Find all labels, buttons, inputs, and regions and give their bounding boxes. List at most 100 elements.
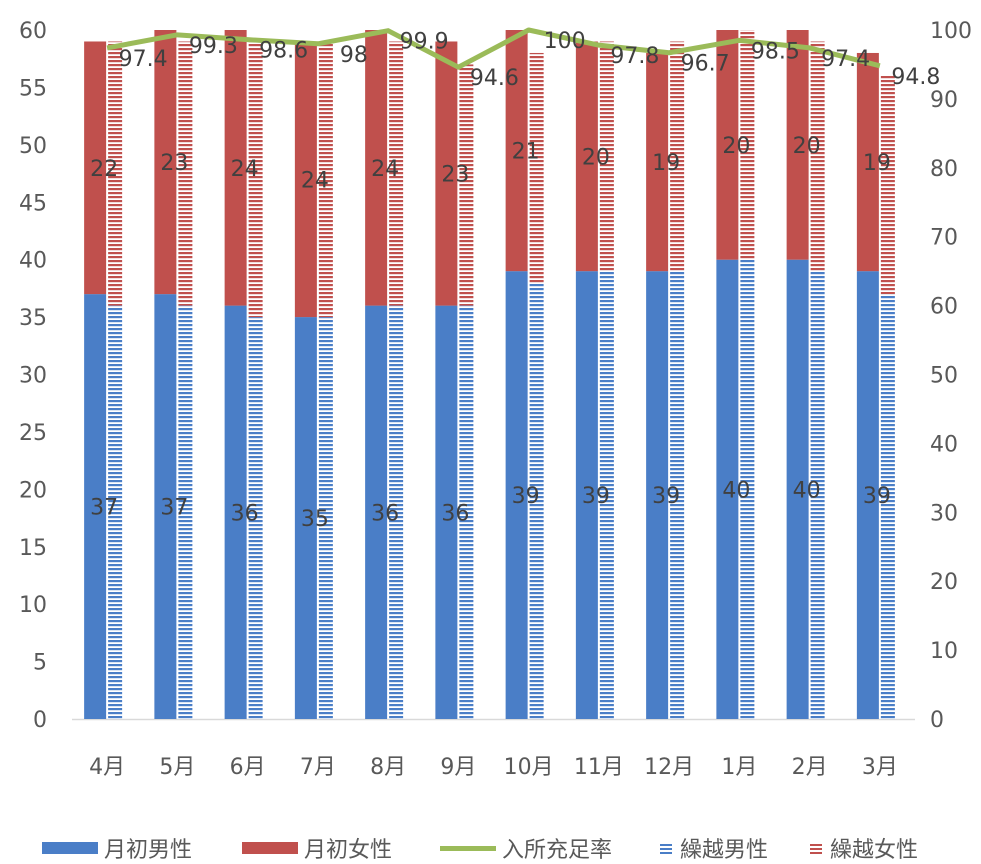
chart: 0 5 10 15 20 25 30 35 40 45 50 55 60 0 10 20 30 40 50 60 70 8… xyxy=(19,19,972,780)
bar-month-start-female xyxy=(505,30,528,272)
y-left-tick-label: 40 xyxy=(19,249,47,274)
data-label-male: 35 xyxy=(301,507,329,532)
bar-carryover-male xyxy=(529,282,544,719)
data-label-male: 39 xyxy=(652,484,680,509)
axes: 0 5 10 15 20 25 30 35 40 45 50 55 60 0 10 20 30 40 50 60 70 8… xyxy=(19,19,972,780)
x-tick-label: 9月 xyxy=(440,755,476,780)
data-label-female: 23 xyxy=(160,151,188,176)
y-right-tick-label: 90 xyxy=(930,88,958,113)
data-label-female: 21 xyxy=(512,140,540,165)
data-label-male: 36 xyxy=(231,501,259,526)
y-right-tick-label: 80 xyxy=(930,157,958,182)
data-label-female: 20 xyxy=(582,145,610,170)
bar-month-start-male xyxy=(365,305,388,719)
bar-month-start-female xyxy=(154,30,177,295)
bar-carryover-male xyxy=(599,271,614,719)
bar-month-start-male xyxy=(435,305,458,719)
bar-month-start-female xyxy=(224,30,247,306)
bar-month-start-male xyxy=(505,271,528,719)
data-label-male: 37 xyxy=(90,496,118,521)
bar-month-start-male xyxy=(84,294,107,719)
x-tick-label: 5月 xyxy=(159,755,195,780)
legend-item-month-start-female: 月初女性 xyxy=(242,832,392,864)
bar-month-start-male xyxy=(224,305,247,719)
legend-label: 月初女性 xyxy=(304,838,393,863)
bar-month-start-female xyxy=(84,41,107,295)
bar-carryover-male xyxy=(670,271,685,719)
legend-label: 入所充足率 xyxy=(502,838,613,863)
bar-carryover-male xyxy=(248,317,263,719)
legend-swatch-red xyxy=(242,842,298,854)
bar-carryover-female xyxy=(459,64,474,306)
data-label-female: 24 xyxy=(371,157,399,182)
legend-label: 繰越女性 xyxy=(830,838,919,863)
bar-month-start-female xyxy=(786,30,809,260)
data-label-female: 24 xyxy=(231,157,259,182)
data-label-male: 37 xyxy=(160,496,188,521)
x-tick-label: 10月 xyxy=(504,755,554,780)
bar-carryover-female xyxy=(529,52,544,283)
legend-swatch-hatch-blue xyxy=(660,842,672,854)
data-label-male: 39 xyxy=(582,484,610,509)
data-label-fill-rate: 94.8 xyxy=(891,65,940,90)
data-labels: 37 22 37 23 36 24 35 24 36 24 36 23 39 21 39 20 39 19 40 20… xyxy=(90,29,940,532)
data-label-female: 23 xyxy=(441,163,469,188)
x-tick-label: 4月 xyxy=(89,755,125,780)
legend-item-month-start-male: 月初男性 xyxy=(42,832,192,864)
y-left-tick-label: 15 xyxy=(19,536,47,561)
y-left-tick-label: 35 xyxy=(19,306,47,331)
bar-carryover-male xyxy=(389,305,404,719)
bar-carryover-female xyxy=(599,41,614,272)
data-label-female: 24 xyxy=(301,168,329,193)
y-left-tick-label: 30 xyxy=(19,364,47,389)
x-tick-label: 3月 xyxy=(862,755,898,780)
y-left-tick-label: 25 xyxy=(19,421,47,446)
legend-item-fill-rate: 入所充足率 xyxy=(440,832,612,864)
data-label-male: 40 xyxy=(722,478,750,503)
data-label-fill-rate: 97.4 xyxy=(119,47,168,72)
data-label-fill-rate: 99.9 xyxy=(400,30,449,55)
bar-carryover-male xyxy=(880,294,895,719)
y-right-tick-label: 20 xyxy=(930,570,958,595)
legend: 月初男性 月初女性 入所充足率 繰越男性 繰越女性 xyxy=(0,830,981,864)
legend-item-carryover-male: 繰越男性 xyxy=(660,832,768,864)
bar-month-start-female xyxy=(856,52,879,272)
x-tick-label: 11月 xyxy=(574,755,624,780)
data-label-fill-rate: 97.4 xyxy=(821,47,870,72)
y-right-tick-label: 100 xyxy=(930,19,972,44)
y-right-tick-label: 10 xyxy=(930,639,958,664)
bar-carryover-male xyxy=(459,305,474,719)
data-label-fill-rate: 100 xyxy=(544,29,586,54)
legend-swatch-blue xyxy=(42,842,98,854)
y-left-tick-label: 0 xyxy=(33,708,47,733)
y-right-tick-label: 60 xyxy=(930,295,958,320)
data-label-female: 20 xyxy=(793,134,821,159)
legend-label: 月初男性 xyxy=(104,838,193,863)
y-right-tick-label: 30 xyxy=(930,501,958,526)
y-right-tick-label: 0 xyxy=(930,708,944,733)
data-label-fill-rate: 97.8 xyxy=(610,44,659,69)
y-left-tick-label: 5 xyxy=(33,651,47,676)
x-tick-label: 6月 xyxy=(230,755,266,780)
data-label-male: 39 xyxy=(512,484,540,509)
bar-month-start-male xyxy=(575,271,598,719)
bar-carryover-male xyxy=(810,271,825,719)
legend-swatch-line xyxy=(440,845,496,851)
bar-carryover-female xyxy=(670,41,685,272)
bars xyxy=(84,30,895,719)
fill-rate-line-path xyxy=(106,27,881,70)
bar-month-start-female xyxy=(575,41,598,272)
bar-month-start-male xyxy=(154,294,177,719)
y-right-tick-label: 70 xyxy=(930,226,958,251)
bar-carryover-female xyxy=(810,41,825,272)
data-label-fill-rate: 96.7 xyxy=(681,52,730,77)
y-left-tick-label: 45 xyxy=(19,191,47,216)
bar-carryover-female xyxy=(740,30,755,260)
bar-month-start-male xyxy=(646,271,669,719)
data-label-female: 20 xyxy=(722,134,750,159)
data-label-male: 36 xyxy=(371,501,399,526)
y-right-tick-label: 50 xyxy=(930,364,958,389)
y-right-tick-label: 40 xyxy=(930,432,958,457)
legend-swatch-hatch-red xyxy=(810,842,822,854)
y-left-tick-label: 55 xyxy=(19,76,47,101)
